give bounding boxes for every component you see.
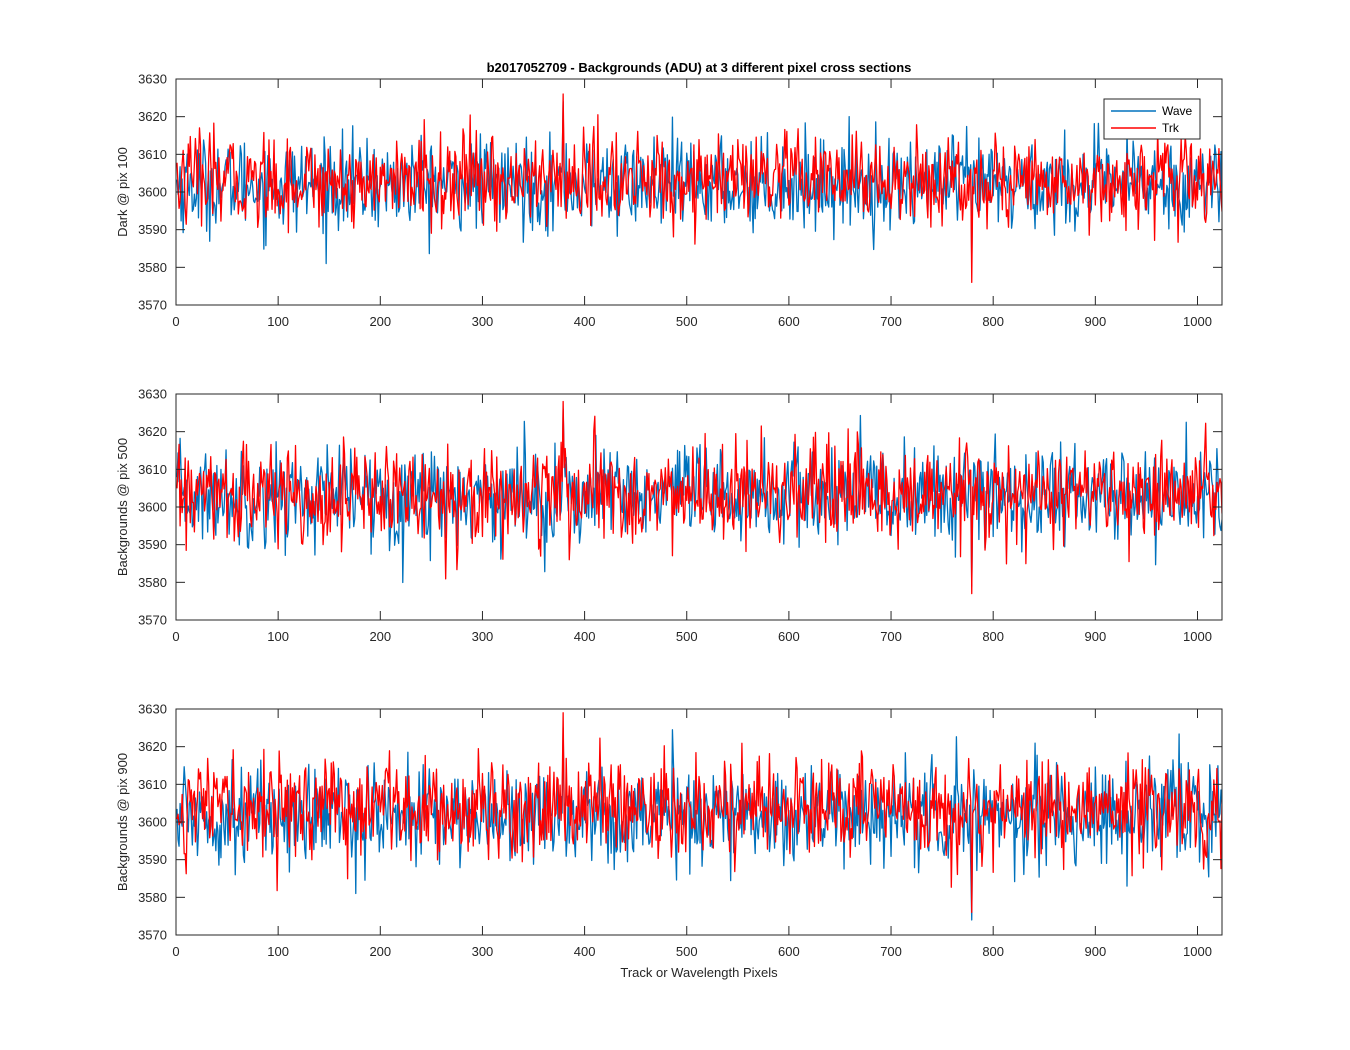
x-tick-label: 1000: [1183, 944, 1212, 959]
x-tick-label: 600: [778, 629, 800, 644]
y-tick-label: 3600: [138, 815, 167, 830]
subplot-3: 0 100 200 300 400 500 600 700 800 900 1000 3570 3580…: [115, 702, 1223, 959]
x-tick-label: 400: [574, 629, 596, 644]
y-tick-label: 3570: [138, 613, 167, 628]
x-tick-label: 0: [172, 629, 179, 644]
x-tick-label: 800: [982, 944, 1004, 959]
series-line-wave: [176, 408, 1222, 587]
y-tick-label: 3620: [138, 739, 167, 754]
x-tick-label: 0: [172, 944, 179, 959]
chart-title: b2017052709 - Backgrounds (ADU) at 3 dif…: [487, 60, 912, 75]
y-axis-label: Dark @ pix 100: [115, 147, 130, 237]
legend-label-wave: Wave: [1162, 104, 1193, 118]
x-tick-label: 200: [369, 314, 391, 329]
y-tick-label: 3590: [138, 537, 167, 552]
x-tick-label: 600: [778, 944, 800, 959]
x-tick-label: 800: [982, 629, 1004, 644]
x-tick-label: 700: [880, 629, 902, 644]
y-tick-label: 3580: [138, 890, 167, 905]
y-tick-label: 3630: [138, 72, 167, 87]
y-tick-label: 3600: [138, 185, 167, 200]
x-tick-label: 1000: [1183, 314, 1212, 329]
x-tick-label: 200: [369, 944, 391, 959]
y-axis-label: Backgrounds @ pix 500: [115, 438, 130, 576]
y-tick-label: 3600: [138, 500, 167, 515]
x-tick-label: 500: [676, 629, 698, 644]
x-tick-label: 500: [676, 314, 698, 329]
x-tick-label: 300: [472, 629, 494, 644]
x-tick-label: 100: [267, 629, 289, 644]
y-tick-label: 3630: [138, 387, 167, 402]
x-tick-label: 300: [472, 314, 494, 329]
legend-label-trk: Trk: [1162, 121, 1180, 135]
x-tick-label: 700: [880, 944, 902, 959]
y-tick-label: 3610: [138, 462, 167, 477]
x-tick-label: 100: [267, 314, 289, 329]
x-tick-label: 900: [1084, 314, 1106, 329]
x-tick-label: 300: [472, 944, 494, 959]
y-tick-label: 3610: [138, 147, 167, 162]
y-axis-label: Backgrounds @ pix 900: [115, 753, 130, 891]
legend: Wave Trk: [1103, 98, 1201, 140]
x-tick-label: 900: [1084, 944, 1106, 959]
legend-box: [1103, 98, 1201, 140]
y-tick-label: 3580: [138, 575, 167, 590]
y-tick-label: 3590: [138, 222, 167, 237]
x-tick-label: 1000: [1183, 629, 1212, 644]
series-line-trk: [176, 93, 1222, 284]
y-tick-label: 3610: [138, 777, 167, 792]
x-tick-label: 500: [676, 944, 698, 959]
y-tick-label: 3580: [138, 260, 167, 275]
x-tick-label: 200: [369, 629, 391, 644]
series-line-trk: [176, 712, 1222, 914]
x-tick-label: 700: [880, 314, 902, 329]
y-tick-label: 3590: [138, 852, 167, 867]
x-tick-label: 0: [172, 314, 179, 329]
subplots: 0 100 200 300 400 500 600 700 800 900 100035703580…: [115, 72, 1223, 959]
x-tick-label: 400: [574, 314, 596, 329]
series-group: [176, 93, 1222, 284]
subplot-2: 0 100 200 300 400 500 600 700 800 900 1000 3570 3580…: [115, 387, 1223, 644]
y-tick-label: 3620: [138, 109, 167, 124]
series-group: [176, 400, 1222, 595]
x-tick-label: 400: [574, 944, 596, 959]
x-tick-label: 900: [1084, 629, 1106, 644]
x-axis-label: Track or Wavelength Pixels: [620, 965, 778, 980]
y-tick-label: 3570: [138, 928, 167, 943]
series-group: [176, 712, 1222, 921]
subplot-1: 0 100 200 300 400 500 600 700 800 900 1000 3570 3580…: [115, 72, 1223, 329]
y-tick-label: 3620: [138, 424, 167, 439]
y-tick-label: 3570: [138, 298, 167, 313]
y-tick-label: 3630: [138, 702, 167, 717]
x-tick-label: 800: [982, 314, 1004, 329]
x-tick-label: 600: [778, 314, 800, 329]
x-tick-label: 100: [267, 944, 289, 959]
series-line-trk: [176, 400, 1222, 595]
